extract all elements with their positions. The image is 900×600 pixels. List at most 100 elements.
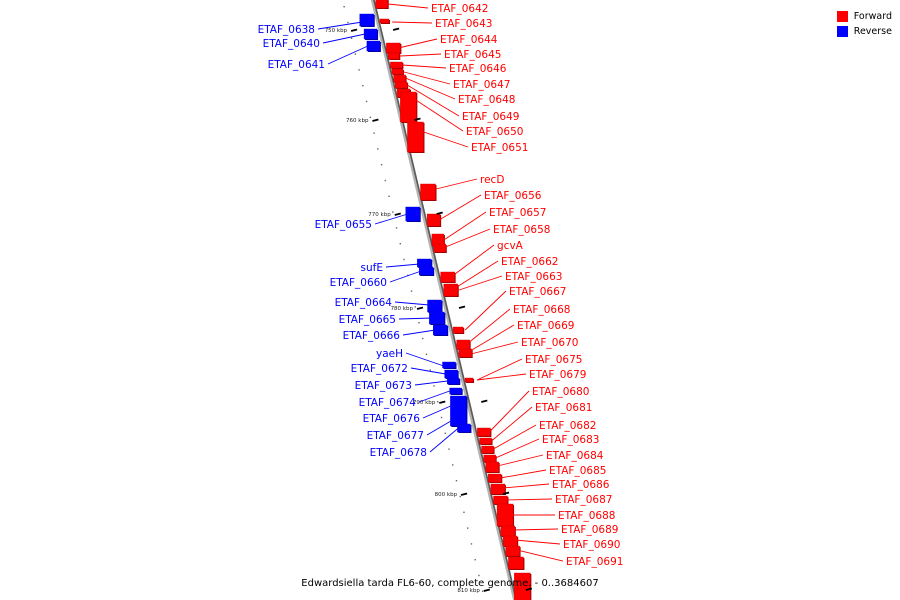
minor-tick — [422, 337, 424, 340]
forward-gene-label: ETAF_0670 — [521, 337, 578, 349]
forward-label-leader — [392, 21, 433, 24]
reverse-gene-label: ETAF_0664 — [335, 297, 393, 309]
tick-label: 760 kbp — [346, 118, 369, 124]
forward-gene — [503, 535, 518, 547]
forward-gene — [379, 18, 390, 24]
reverse-gene — [444, 369, 458, 379]
forward-gene — [481, 445, 494, 454]
forward-gene — [393, 74, 406, 83]
forward-gene-label: ETAF_0686 — [552, 479, 610, 491]
minor-tick — [459, 495, 461, 498]
forward-gene — [490, 483, 506, 495]
reverse-label-leader — [418, 390, 450, 403]
forward-gene-label: ETAF_0647 — [453, 79, 510, 91]
reverse-label-leader — [327, 45, 369, 65]
reverse-label-leader — [405, 352, 444, 367]
forward-gene-label: ETAF_0683 — [542, 434, 599, 446]
minor-tick — [425, 353, 428, 355]
forward-gene-label: ETAF_0691 — [566, 556, 623, 568]
forward-label-leader — [443, 211, 487, 241]
forward-label-leader — [405, 77, 456, 100]
forward-gene — [426, 213, 441, 227]
reverse-label-leader — [389, 270, 422, 283]
minor-tick — [377, 148, 379, 150]
legend-label-forward: Forward — [853, 11, 892, 22]
minor-tick — [470, 543, 473, 545]
forward-gene — [375, 0, 388, 9]
minor-tick — [347, 21, 349, 24]
tick-label: 790 kbp — [413, 400, 436, 406]
reverse-gene-label: ETAF_0655 — [315, 219, 372, 231]
reverse-label-leader — [394, 301, 430, 306]
forward-gene-label: ETAF_0644 — [440, 34, 498, 46]
forward-gene-label: ETAF_0648 — [458, 94, 515, 106]
minor-tick — [437, 401, 439, 403]
forward-label-leader — [387, 3, 429, 9]
minor-tick — [452, 464, 454, 466]
forward-label-leader — [438, 194, 482, 221]
reverse-label-leader — [398, 317, 433, 320]
forward-label-leader — [455, 260, 499, 289]
legend-item-reverse[interactable]: Reverse — [836, 24, 892, 39]
forward-gene-label: ETAF_0682 — [539, 420, 596, 432]
minor-tick — [481, 590, 484, 592]
forward-label-leader — [455, 275, 503, 292]
forward-gene — [508, 556, 524, 570]
forward-gene-label: ETAF_0687 — [555, 494, 612, 506]
forward-gene-label: ETAF_0658 — [493, 224, 550, 236]
reverse-gene — [457, 423, 471, 433]
minor-tick — [358, 69, 360, 71]
forward-gene — [505, 545, 520, 557]
forward-gene-label: ETAF_0669 — [517, 320, 574, 332]
minor-tick-layer — [343, 6, 484, 592]
forward-gene-label: ETAF_0649 — [462, 111, 519, 123]
major-tick-right — [436, 211, 443, 215]
major-tick-right — [392, 27, 400, 31]
forward-label-leader — [452, 244, 495, 277]
forward-gene-label: ETAF_0685 — [549, 465, 606, 477]
major-tick-right — [525, 587, 533, 591]
reverse-gene-label: ETAF_0672 — [351, 363, 408, 375]
minor-tick — [444, 432, 446, 434]
forward-label-leader — [469, 324, 515, 352]
forward-gene-label: ETAF_0656 — [484, 190, 542, 202]
major-tick-left — [350, 28, 358, 32]
minor-tick — [373, 132, 375, 134]
forward-gene-label: ETAF_0663 — [505, 271, 562, 283]
reverse-gene-label: ETAF_0676 — [363, 413, 421, 425]
forward-gene — [433, 243, 446, 253]
forward-label-leader — [403, 71, 451, 85]
major-tick-right — [458, 305, 466, 309]
forward-swatch-icon — [836, 11, 848, 22]
forward-gene — [443, 283, 458, 297]
minor-tick — [440, 416, 443, 419]
reverse-gene — [427, 299, 442, 313]
minor-tick — [362, 85, 364, 87]
reverse-gene-label: ETAF_0677 — [367, 430, 424, 442]
minor-tick — [392, 211, 394, 213]
reverse-label-leader — [429, 427, 459, 453]
forward-gene — [458, 348, 472, 358]
major-tick-left — [483, 588, 491, 592]
backbone-line — [370, 0, 516, 600]
forward-gene-label: ETAF_0642 — [431, 3, 488, 15]
minor-tick — [343, 6, 345, 8]
forward-label-leader — [477, 373, 527, 381]
minor-tick — [365, 100, 368, 103]
legend-item-forward[interactable]: Forward — [836, 9, 892, 24]
minor-tick — [354, 53, 357, 55]
legend-label-reverse: Reverse — [853, 26, 892, 37]
reverse-gene-label: ETAF_0641 — [268, 59, 325, 71]
reverse-label-leader — [422, 404, 454, 419]
forward-label-leader — [489, 390, 530, 433]
forward-label-leader — [417, 129, 469, 148]
forward-gene — [493, 495, 508, 505]
forward-gene-label: ETAF_0668 — [513, 304, 570, 316]
minor-tick — [466, 527, 469, 529]
reverse-gene-label: ETAF_0666 — [343, 330, 401, 342]
minor-tick — [474, 559, 476, 561]
forward-label-leader — [517, 549, 564, 562]
reverse-label-leader — [414, 380, 448, 386]
reverse-gene — [433, 324, 448, 336]
